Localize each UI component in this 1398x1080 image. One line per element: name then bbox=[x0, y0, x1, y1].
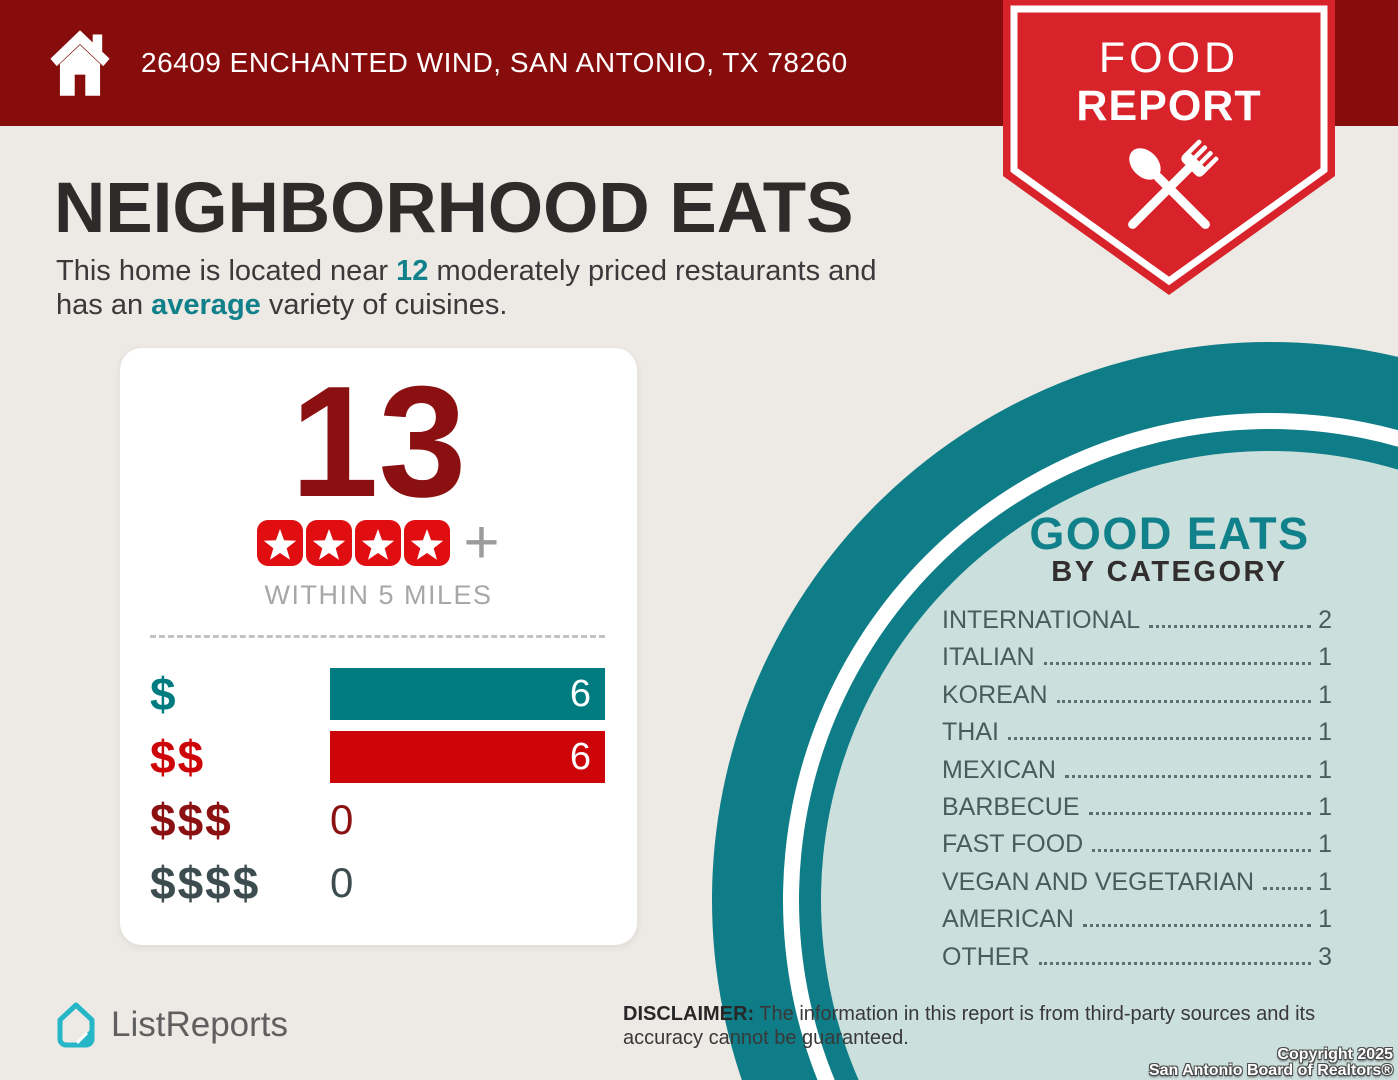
ribbon-line1: FOOD bbox=[1098, 34, 1240, 82]
copyright-line1: Copyright 2025 bbox=[1277, 1046, 1393, 1063]
price-row-1: $ 6 bbox=[150, 668, 605, 720]
category-count: 1 bbox=[1318, 680, 1332, 709]
category-label: VEGAN AND VEGETARIAN bbox=[942, 867, 1255, 896]
category-row: ITALIAN 1 bbox=[942, 643, 1332, 680]
variety-inline: average bbox=[151, 289, 261, 321]
good-eats-subtitle: BY CATEGORY bbox=[1051, 556, 1288, 588]
category-label: THAI bbox=[942, 718, 999, 747]
stats-card: 13 + WITHIN 5 MILES $ 6 $$ 6 $$$ 0 $$ bbox=[120, 348, 637, 945]
good-eats-title: GOOD EATS bbox=[1029, 508, 1310, 559]
price-value: 0 bbox=[330, 859, 354, 906]
star-icon bbox=[306, 520, 353, 566]
category-label: BARBECUE bbox=[942, 792, 1080, 821]
dotted-leader bbox=[1082, 924, 1311, 928]
food-report-badge: FOOD REPORT bbox=[1003, 0, 1335, 295]
category-row: VEGAN AND VEGETARIAN 1 bbox=[942, 868, 1332, 905]
dotted-leader bbox=[1007, 737, 1311, 741]
property-address: 26409 ENCHANTED WIND, SAN ANTONIO, TX 78… bbox=[141, 47, 848, 78]
restaurant-count-inline: 12 bbox=[396, 255, 429, 287]
category-row: AMERICAN 1 bbox=[942, 905, 1332, 942]
category-count: 1 bbox=[1318, 830, 1332, 859]
price-bar: 6 bbox=[330, 668, 605, 720]
category-count: 3 bbox=[1318, 942, 1332, 971]
star-icon bbox=[355, 520, 402, 566]
brand-name: ListReports bbox=[111, 1005, 289, 1044]
plus-icon: + bbox=[463, 508, 500, 577]
listreports-house-icon bbox=[57, 1002, 95, 1048]
category-label: OTHER bbox=[942, 942, 1030, 971]
category-row: KOREAN 1 bbox=[942, 681, 1332, 718]
price-row-2: $$ 6 bbox=[150, 731, 605, 783]
disclaimer: DISCLAIMER: The information in this repo… bbox=[623, 1003, 1316, 1049]
disclaimer-label: DISCLAIMER: bbox=[623, 1003, 755, 1025]
crossed-utensils-icon bbox=[1128, 139, 1219, 229]
star-icon bbox=[257, 520, 304, 566]
category-label: MEXICAN bbox=[942, 755, 1056, 784]
copyright-line2: San Antonio Board of Realtors® bbox=[1148, 1062, 1393, 1079]
category-row: INTERNATIONAL 2 bbox=[942, 606, 1332, 643]
dashed-divider bbox=[150, 635, 605, 638]
dotted-leader bbox=[1056, 699, 1311, 703]
price-tier-label: $$$$ bbox=[150, 857, 261, 909]
ribbon-line2: REPORT bbox=[1076, 82, 1262, 130]
category-label: FAST FOOD bbox=[942, 830, 1084, 859]
category-label: INTERNATIONAL bbox=[942, 606, 1141, 634]
page-title: NEIGHBORHOOD EATS bbox=[54, 169, 854, 248]
price-row-3: $$$ 0 bbox=[150, 794, 605, 846]
rating-stars: + bbox=[120, 508, 637, 577]
dotted-leader bbox=[1263, 886, 1311, 890]
category-count: 1 bbox=[1318, 755, 1332, 784]
category-label: ITALIAN bbox=[942, 643, 1035, 672]
price-row-4: $$$$ 0 bbox=[150, 857, 605, 909]
price-tier-label: $$$ bbox=[150, 794, 233, 846]
home-icon bbox=[46, 26, 114, 105]
price-tier-label: $ bbox=[150, 668, 178, 720]
price-value: 0 bbox=[330, 796, 354, 843]
category-count: 1 bbox=[1318, 643, 1332, 672]
dotted-leader bbox=[1088, 811, 1311, 815]
price-bar: 6 bbox=[330, 731, 605, 783]
price-tier-chart: $ 6 $$ 6 $$$ 0 $$$$ 0 bbox=[150, 668, 605, 920]
category-count: 1 bbox=[1318, 867, 1332, 896]
category-label: KOREAN bbox=[942, 680, 1048, 709]
category-list: INTERNATIONAL 2 ITALIAN 1 KOREAN 1 THAI 1 ME… bbox=[942, 606, 1332, 980]
dotted-leader bbox=[1149, 625, 1311, 628]
dotted-leader bbox=[1064, 774, 1311, 778]
category-row: FAST FOOD 1 bbox=[942, 830, 1332, 867]
category-row: BARBECUE 1 bbox=[942, 793, 1332, 830]
category-count: 1 bbox=[1318, 905, 1332, 934]
dotted-leader bbox=[1043, 662, 1311, 666]
price-tier-label: $$ bbox=[150, 731, 206, 783]
star-icon bbox=[404, 520, 451, 566]
category-row: THAI 1 bbox=[942, 718, 1332, 755]
dotted-leader bbox=[1092, 849, 1311, 853]
category-label: AMERICAN bbox=[942, 905, 1074, 934]
radius-label: WITHIN 5 MILES bbox=[264, 580, 493, 610]
category-count: 1 bbox=[1318, 792, 1332, 821]
listreports-logo: ListReports bbox=[54, 1001, 288, 1049]
dotted-leader bbox=[1038, 961, 1311, 965]
copyright-notice: Copyright 2025 San Antonio Board of Real… bbox=[1149, 1047, 1393, 1079]
category-row: OTHER 3 bbox=[942, 943, 1332, 980]
restaurant-count: 13 bbox=[290, 354, 467, 530]
page-subtitle: This home is located near 12 moderately … bbox=[56, 255, 877, 321]
category-count: 1 bbox=[1318, 718, 1332, 747]
category-count: 2 bbox=[1318, 606, 1332, 634]
category-row: MEXICAN 1 bbox=[942, 756, 1332, 793]
